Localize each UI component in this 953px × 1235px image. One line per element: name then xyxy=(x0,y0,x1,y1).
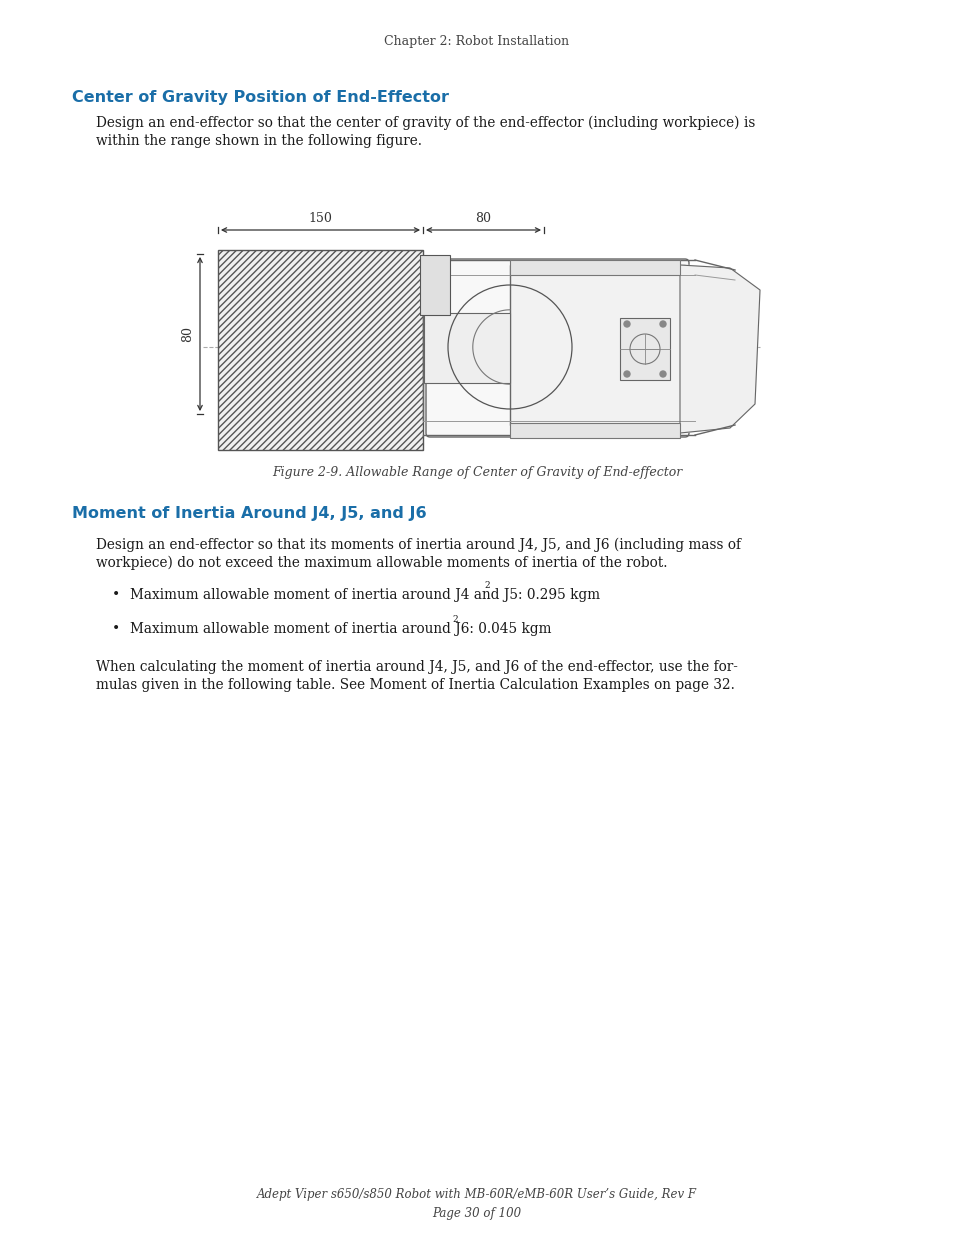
Circle shape xyxy=(623,370,629,377)
Bar xyxy=(619,317,669,380)
Text: Maximum allowable moment of inertia around J6: 0.045 kgm: Maximum allowable moment of inertia arou… xyxy=(130,622,551,636)
Bar xyxy=(510,424,679,438)
Text: 2: 2 xyxy=(483,580,489,590)
Text: Page 30 of 100: Page 30 of 100 xyxy=(432,1207,521,1220)
Text: When calculating the moment of inertia around J4, J5, and J6 of the end-effector: When calculating the moment of inertia a… xyxy=(96,659,737,674)
Text: Figure 2-9. Allowable Range of Center of Gravity of End-effector: Figure 2-9. Allowable Range of Center of… xyxy=(272,466,681,479)
Bar xyxy=(510,261,679,275)
FancyBboxPatch shape xyxy=(426,259,688,437)
Text: Chapter 2: Robot Installation: Chapter 2: Robot Installation xyxy=(384,35,569,48)
Text: within the range shown in the following figure.: within the range shown in the following … xyxy=(96,135,421,148)
Circle shape xyxy=(623,321,629,327)
Bar xyxy=(423,312,510,383)
Text: workpiece) do not exceed the maximum allowable moments of inertia of the robot.: workpiece) do not exceed the maximum all… xyxy=(96,556,667,571)
Text: 80: 80 xyxy=(475,212,491,225)
Text: 2: 2 xyxy=(452,615,457,624)
Circle shape xyxy=(659,370,665,377)
Text: 150: 150 xyxy=(308,212,332,225)
Text: •: • xyxy=(112,622,120,636)
Text: Adept Viper s650/s850 Robot with MB-60R/eMB-60R User’s Guide, Rev F: Adept Viper s650/s850 Robot with MB-60R/… xyxy=(256,1188,697,1200)
Text: Moment of Inertia Around J4, J5, and J6: Moment of Inertia Around J4, J5, and J6 xyxy=(71,506,426,521)
Bar xyxy=(510,266,684,425)
Text: Design an end-effector so that the center of gravity of the end-effector (includ: Design an end-effector so that the cente… xyxy=(96,116,755,131)
Bar xyxy=(218,249,422,450)
Bar xyxy=(419,254,450,315)
Circle shape xyxy=(659,321,665,327)
Polygon shape xyxy=(679,266,760,433)
Text: •: • xyxy=(112,588,120,601)
Text: 80: 80 xyxy=(181,326,193,342)
Text: Center of Gravity Position of End-Effector: Center of Gravity Position of End-Effect… xyxy=(71,90,449,105)
Text: Maximum allowable moment of inertia around J4 and J5: 0.295 kgm: Maximum allowable moment of inertia arou… xyxy=(130,588,599,601)
Text: mulas given in the following table. See Moment of Inertia Calculation Examples o: mulas given in the following table. See … xyxy=(96,678,734,692)
Text: Design an end-effector so that its moments of inertia around J4, J5, and J6 (inc: Design an end-effector so that its momen… xyxy=(96,538,740,552)
